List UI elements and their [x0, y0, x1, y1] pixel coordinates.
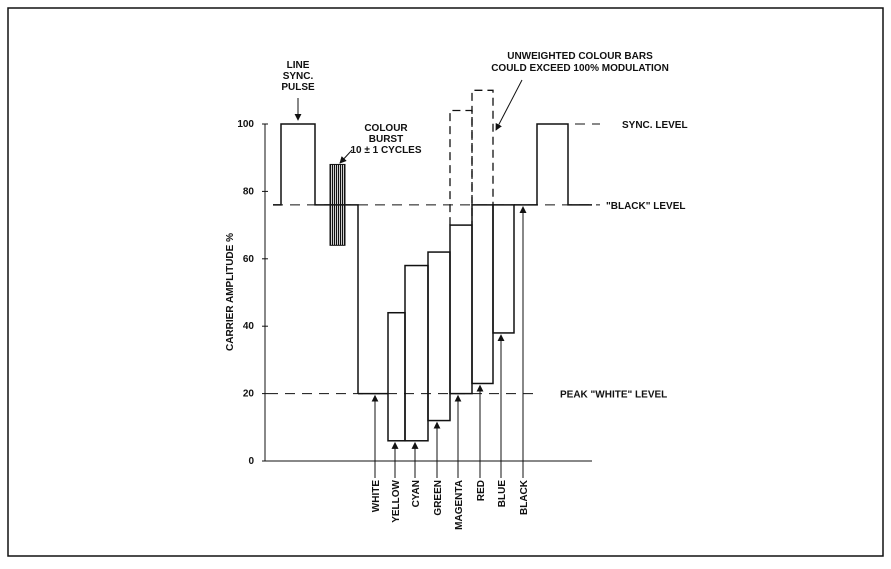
bar-label: WHITE — [371, 480, 382, 513]
bar-label: GREEN — [433, 480, 444, 516]
level-label: SYNC. LEVEL — [622, 120, 688, 131]
level-label: PEAK "WHITE" LEVEL — [560, 390, 667, 401]
bar — [492, 204, 515, 334]
level-label: "BLACK" LEVEL — [606, 201, 685, 212]
annotation: COULD EXCEED 100% MODULATION — [491, 63, 669, 74]
tick-label: 0 — [248, 456, 254, 467]
frame — [7, 7, 884, 557]
bar-label: MAGENTA — [454, 480, 465, 530]
waveform-end — [535, 123, 592, 206]
bar-label: RED — [476, 480, 487, 501]
bar-label: BLUE — [497, 480, 508, 508]
waveform — [273, 123, 359, 394]
annotation: COLOUR — [364, 123, 408, 134]
tick-label: 80 — [243, 186, 255, 197]
tick-label: 60 — [243, 254, 255, 265]
annotation: PULSE — [281, 82, 315, 93]
annotation: SYNC. — [283, 71, 314, 82]
bar — [387, 311, 406, 442]
tick-label: 100 — [237, 119, 254, 130]
unweighted-bar — [471, 89, 494, 205]
tick-label: 40 — [243, 321, 255, 332]
colour-burst — [329, 163, 346, 246]
annotation: 10 ± 1 CYCLES — [350, 145, 421, 156]
annotation-arrow — [495, 79, 523, 131]
bar — [404, 264, 429, 442]
bar — [449, 224, 473, 395]
axis-label: CARRIER AMPLITUDE % — [225, 233, 236, 351]
annotation: LINE — [287, 60, 310, 71]
bar-label: YELLOW — [391, 479, 402, 522]
unweighted-bar — [449, 109, 473, 226]
bar — [471, 204, 494, 385]
annotation-arrow — [339, 149, 353, 164]
annotation: BURST — [369, 134, 403, 145]
bar-label: CYAN — [411, 480, 422, 507]
tick-label: 20 — [243, 389, 255, 400]
bar-label: BLACK — [519, 479, 530, 515]
bar — [427, 251, 451, 422]
annotation: UNWEIGHTED COLOUR BARS — [507, 51, 653, 62]
